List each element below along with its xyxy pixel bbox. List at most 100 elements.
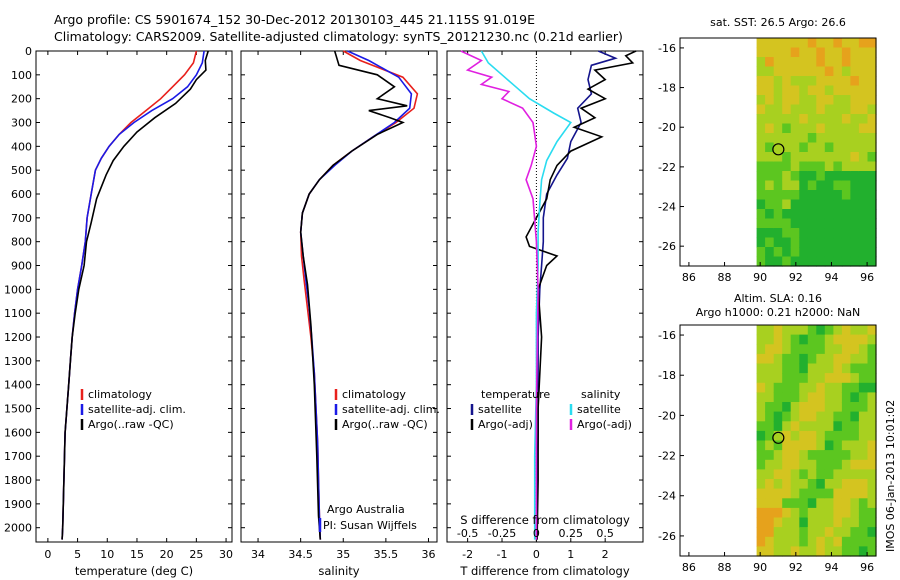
heat-cell — [841, 57, 851, 68]
heat-cell — [790, 392, 800, 403]
x-tick-label: 30 — [219, 548, 233, 561]
heat-cell — [773, 363, 783, 374]
heat-cell — [867, 527, 877, 538]
heat-cell — [867, 209, 877, 220]
heat-cell — [824, 114, 834, 125]
legend-label: satellite-adj. clim. — [342, 403, 440, 416]
heat-cell — [833, 392, 843, 403]
heat-cell — [850, 411, 860, 422]
heat-cell — [773, 66, 783, 77]
y-tick-label: -26 — [658, 530, 676, 543]
x2-axis-label: S difference from climatology — [460, 513, 630, 527]
heat-cell — [799, 66, 809, 77]
heat-cell — [799, 402, 809, 413]
heat-cell — [816, 190, 826, 201]
heat-cell — [850, 353, 860, 365]
heat-cell — [790, 237, 800, 248]
heat-cell — [858, 237, 868, 248]
heat-cell — [833, 247, 843, 258]
heat-cell — [773, 536, 783, 547]
heat-cell — [858, 507, 868, 519]
heat-cell — [765, 498, 775, 509]
heat-cell — [807, 171, 817, 182]
heat-cell — [807, 373, 817, 384]
plot-frame — [240, 50, 438, 543]
heat-cell — [756, 123, 766, 134]
heat-cell — [841, 47, 851, 58]
heat-cell — [833, 440, 843, 451]
heat-cell — [756, 479, 766, 490]
heat-cell — [841, 411, 851, 422]
heat-cell — [782, 488, 792, 499]
heat-cell — [867, 247, 877, 258]
heat-cell — [824, 488, 834, 499]
heat-cell — [756, 421, 766, 432]
heat-cell — [773, 237, 783, 248]
heat-cell — [841, 479, 851, 490]
heat-cell — [799, 256, 809, 267]
heat-cell — [782, 517, 792, 528]
heat-cell — [773, 488, 783, 499]
heat-cell — [799, 479, 809, 490]
heat-cell — [756, 353, 766, 365]
heat-cell — [850, 76, 860, 87]
heat-cell — [773, 228, 783, 239]
y-tick-label: 900 — [11, 260, 32, 273]
heat-cell — [816, 479, 826, 490]
heat-cell — [765, 517, 775, 528]
heat-cell — [841, 325, 851, 336]
heat-cell — [773, 85, 783, 96]
heat-cell — [782, 382, 792, 393]
heat-cell — [773, 104, 783, 115]
y-tick-label: 1600 — [4, 426, 32, 439]
heat-cell — [867, 104, 877, 115]
heat-cell — [833, 218, 843, 229]
heat-cell — [816, 199, 826, 210]
heat-cell — [824, 440, 834, 451]
heat-cell — [850, 546, 860, 557]
heat-cell — [833, 95, 843, 106]
heat-cell — [833, 123, 843, 134]
heat-cell — [824, 402, 834, 413]
heat-cell — [765, 57, 775, 68]
heat-cell — [824, 450, 834, 461]
heat-cell — [824, 228, 834, 239]
heat-cell — [765, 450, 775, 461]
heat-cell — [773, 440, 783, 451]
heat-cell — [799, 123, 809, 134]
heat-cell — [756, 382, 766, 393]
heat-cell — [807, 218, 817, 229]
heat-cell — [756, 133, 766, 144]
heat-cell — [816, 38, 826, 49]
heat-cell — [841, 373, 851, 384]
heat-cell — [765, 123, 775, 134]
heat-cell — [824, 142, 834, 153]
heat-cell — [773, 209, 783, 220]
heat-cell — [799, 142, 809, 153]
heat-cell — [858, 373, 868, 384]
heat-cell — [867, 402, 877, 413]
heat-cell — [833, 334, 843, 345]
heat-cell — [858, 171, 868, 182]
heat-cell — [765, 325, 775, 336]
heat-cell — [858, 66, 868, 77]
heat-cell — [824, 353, 834, 365]
heat-cell — [824, 161, 834, 172]
heat-cell — [773, 382, 783, 393]
heat-cell — [782, 479, 792, 490]
heat-cell — [841, 133, 851, 144]
heat-cell — [858, 459, 868, 470]
y-tick-label: -24 — [658, 201, 676, 214]
series-line-0 — [536, 50, 618, 540]
legend-label: satellite — [478, 403, 522, 416]
heat-cell — [773, 353, 783, 365]
heat-cell — [807, 57, 817, 68]
heat-cell — [816, 507, 826, 519]
legend-label: Argo(-adj) — [478, 418, 533, 431]
heat-cell — [833, 363, 843, 374]
heat-cell — [790, 104, 800, 115]
heat-cell — [782, 57, 792, 68]
heat-cell — [782, 218, 792, 229]
heat-cell — [782, 171, 792, 182]
heat-cell — [841, 209, 851, 220]
